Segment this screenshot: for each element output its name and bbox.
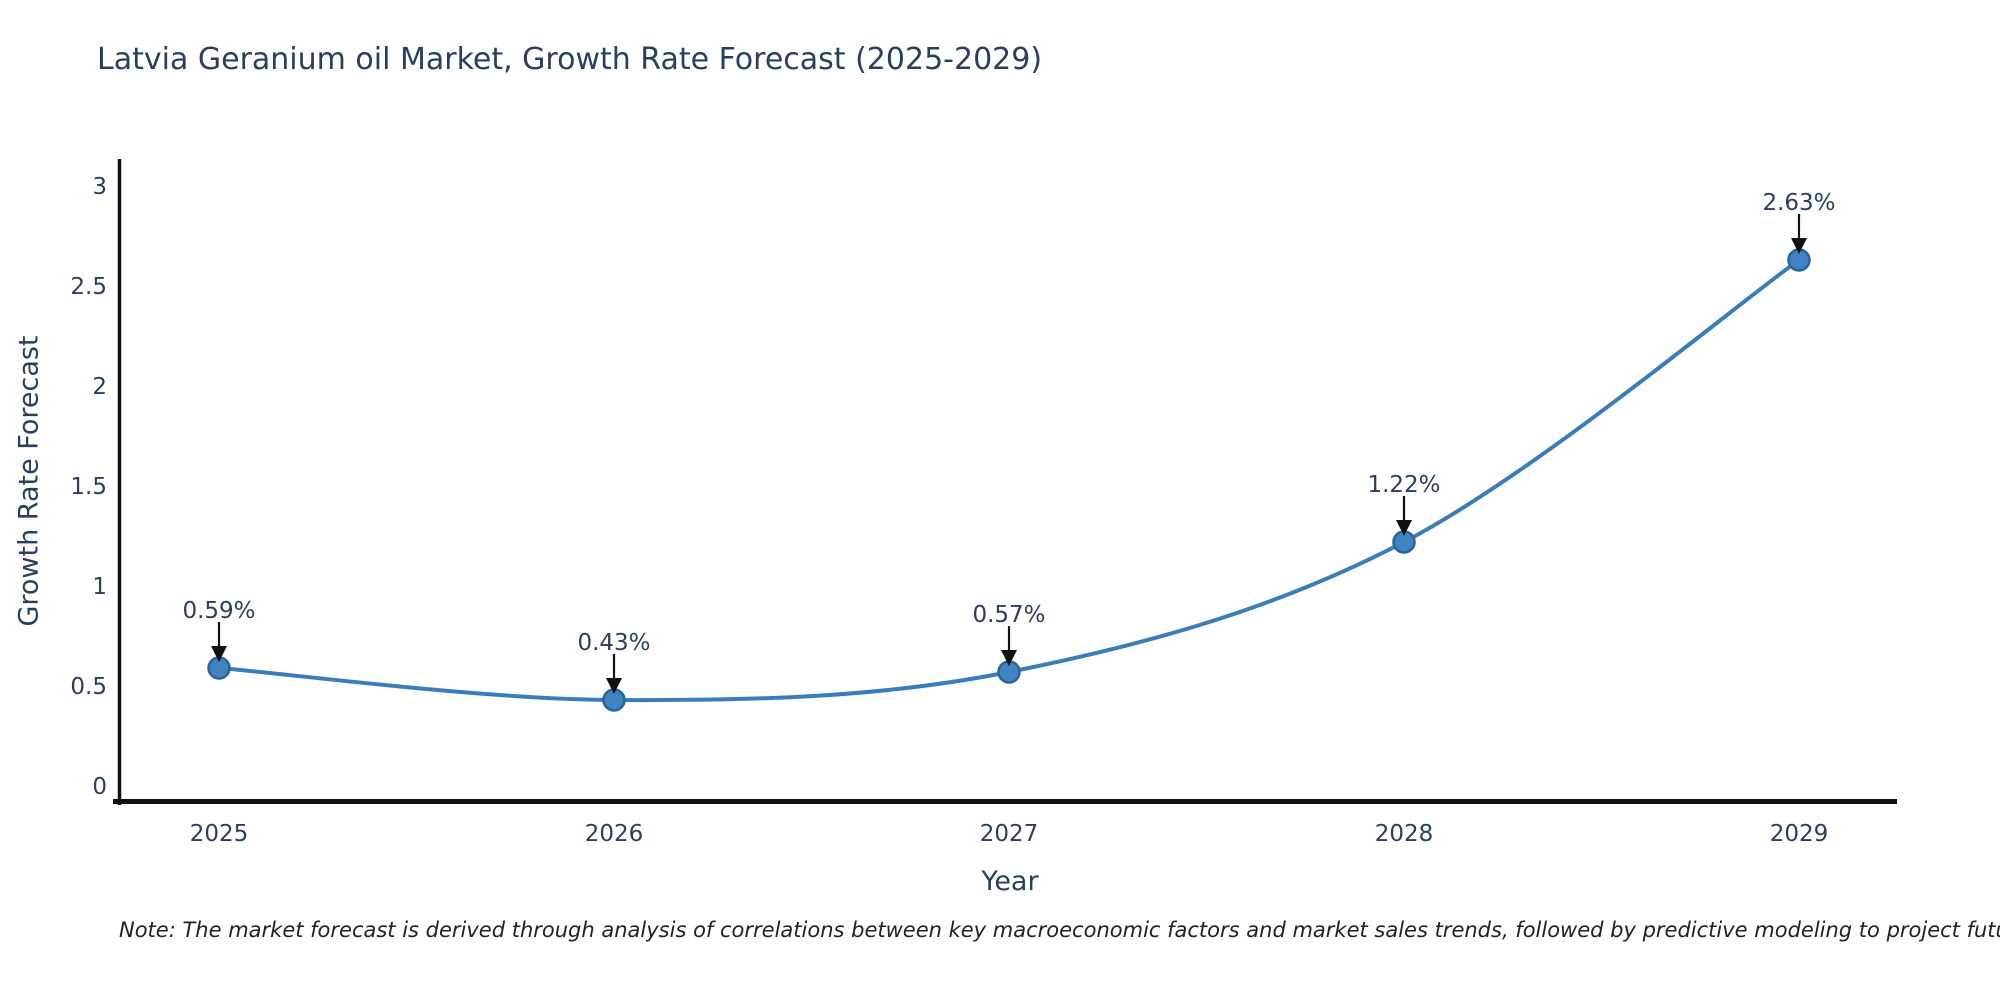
y-tick-label: 0 (92, 774, 107, 800)
y-tick-label: 3 (92, 174, 107, 200)
footnote: Note: The market forecast is derived thr… (119, 918, 2000, 942)
annotation-arrowhead-icon (606, 678, 622, 694)
x-tick-label: 2029 (1770, 821, 1829, 847)
x-axis-title: Year (981, 866, 1039, 897)
x-tick-label: 2025 (190, 821, 249, 847)
y-tick-label: 2 (92, 374, 107, 400)
x-tick-label: 2027 (980, 821, 1039, 847)
forecast-line (217, 258, 1801, 703)
annotation-arrowhead-icon (1396, 520, 1412, 536)
annotation-arrowhead-icon (211, 646, 227, 662)
y-tick-label: 1.5 (70, 474, 107, 500)
x-tick-label: 2028 (1375, 821, 1434, 847)
chart-title: Latvia Geranium oil Market, Growth Rate … (97, 42, 1043, 77)
point-value-label: 0.43% (577, 630, 650, 656)
y-axis-title: Growth Rate Forecast (13, 335, 45, 627)
x-tick-label: 2026 (585, 821, 644, 847)
annotation-arrowhead-icon (1791, 238, 1807, 254)
annotation-arrowhead-icon (1001, 650, 1017, 666)
point-value-label: 0.59% (182, 598, 255, 624)
y-tick-label: 0.5 (70, 674, 107, 700)
point-value-label: 0.57% (972, 602, 1045, 628)
y-tick-label: 1 (92, 574, 107, 600)
y-tick-label: 2.5 (70, 274, 107, 300)
point-value-label: 1.22% (1367, 472, 1440, 498)
point-value-label: 2.63% (1762, 190, 1835, 216)
